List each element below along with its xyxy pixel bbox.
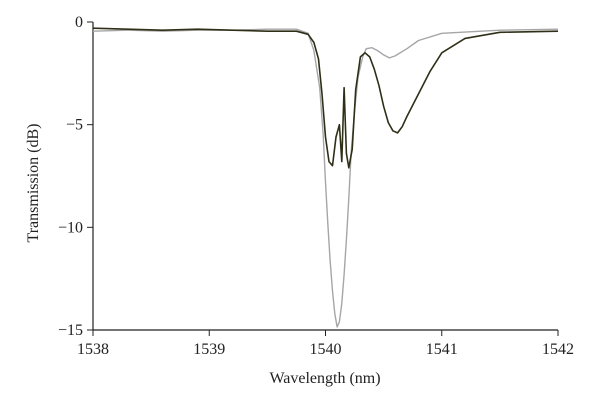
y-tick-label: −10 bbox=[58, 219, 83, 236]
series-line-dark bbox=[92, 27, 559, 169]
x-tick-label: 1541 bbox=[426, 341, 458, 358]
x-tick-label: 1540 bbox=[310, 341, 342, 358]
axes: 1538 1539 1540 1541 1542 0 −5 −10 −15 bbox=[58, 14, 574, 358]
y-tick-label: −15 bbox=[58, 322, 83, 339]
y-tick-label: 0 bbox=[75, 14, 83, 31]
y-tick-label: −5 bbox=[66, 117, 83, 134]
y-axis-title: Transmission (dB) bbox=[25, 124, 42, 243]
series-line-gray bbox=[92, 28, 559, 328]
x-axis-title: Wavelength (nm) bbox=[269, 370, 380, 387]
x-tick-label: 1539 bbox=[193, 341, 225, 358]
series-layer bbox=[92, 27, 559, 328]
x-tick-label: 1538 bbox=[77, 341, 109, 358]
x-tick-label: 1542 bbox=[542, 341, 574, 358]
